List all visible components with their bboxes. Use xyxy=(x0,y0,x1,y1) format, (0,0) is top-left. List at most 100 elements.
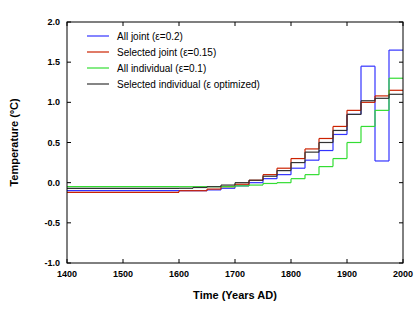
step-segment xyxy=(193,186,207,187)
step-segment xyxy=(235,185,249,186)
step-segment xyxy=(347,114,361,115)
step-segment xyxy=(67,186,179,187)
step-segment xyxy=(249,182,263,183)
step-segment xyxy=(389,78,403,79)
y-tick-label: 0.0 xyxy=(47,178,60,188)
x-tick xyxy=(235,22,236,26)
step-segment xyxy=(193,190,207,191)
step-segment xyxy=(221,186,235,187)
step-segment xyxy=(361,126,375,127)
step-riser xyxy=(374,110,375,126)
step-segment xyxy=(249,180,263,181)
step-segment xyxy=(67,188,179,189)
y-tick xyxy=(399,62,403,63)
step-segment xyxy=(277,182,291,183)
step-riser xyxy=(346,114,347,130)
step-segment xyxy=(361,100,375,101)
step-segment xyxy=(333,130,347,131)
step-segment xyxy=(375,98,389,99)
y-tick xyxy=(399,142,403,143)
y-tick-label: 1.5 xyxy=(47,57,60,67)
x-tick xyxy=(123,22,124,26)
step-riser xyxy=(248,180,249,184)
legend-label: Selected joint (ε=0.15) xyxy=(117,47,216,58)
series xyxy=(67,50,403,191)
y-tick xyxy=(67,102,71,103)
y-axis-title: Temperature (ºC) xyxy=(8,98,20,186)
step-riser xyxy=(318,167,319,175)
series xyxy=(67,94,403,188)
step-riser xyxy=(276,171,277,177)
step-segment xyxy=(333,158,347,159)
x-tick-label: 1400 xyxy=(57,269,77,279)
step-riser xyxy=(318,143,319,153)
step-riser xyxy=(360,66,361,114)
step-segment xyxy=(333,134,347,135)
y-tick xyxy=(399,102,403,103)
step-segment xyxy=(319,138,333,139)
step-riser xyxy=(374,66,375,161)
step-segment xyxy=(291,168,305,169)
step-riser xyxy=(290,179,291,183)
step-segment xyxy=(207,188,221,189)
x-tick-label: 1900 xyxy=(337,269,357,279)
step-segment xyxy=(277,174,291,175)
y-tick-label: 2.0 xyxy=(47,17,60,27)
step-segment xyxy=(179,188,193,189)
legend-swatch xyxy=(87,51,109,52)
x-tick-label: 1500 xyxy=(113,269,133,279)
step-segment xyxy=(347,114,361,115)
step-riser xyxy=(346,143,347,159)
step-segment xyxy=(389,94,403,95)
step-segment xyxy=(277,168,291,169)
step-segment xyxy=(235,184,249,185)
x-tick xyxy=(291,259,292,263)
step-segment xyxy=(263,176,277,177)
step-segment xyxy=(305,174,319,175)
step-riser xyxy=(262,176,263,180)
step-riser xyxy=(388,94,389,98)
legend-label: Selected individual (ε optimized) xyxy=(117,79,260,90)
step-segment xyxy=(221,188,235,189)
step-segment xyxy=(347,142,361,143)
step-segment xyxy=(207,186,221,187)
y-tick-label: -1.0 xyxy=(44,258,60,268)
step-segment xyxy=(305,160,319,161)
step-segment xyxy=(207,186,221,187)
legend-swatch xyxy=(87,83,109,84)
step-segment xyxy=(263,174,277,175)
y-tick xyxy=(67,142,71,143)
step-segment xyxy=(319,166,333,167)
step-segment xyxy=(249,184,263,185)
step-segment xyxy=(333,126,347,127)
step-riser xyxy=(374,96,375,102)
step-segment xyxy=(375,110,389,111)
plot-data xyxy=(67,50,403,192)
x-tick-label: 1700 xyxy=(225,269,245,279)
step-segment xyxy=(277,170,291,171)
y-tick-label: -0.5 xyxy=(44,218,60,228)
step-segment xyxy=(221,184,235,185)
step-segment xyxy=(179,190,193,191)
step-segment xyxy=(305,152,319,153)
step-riser xyxy=(304,175,305,179)
step-segment xyxy=(347,110,361,111)
x-tick xyxy=(291,22,292,26)
step-segment xyxy=(361,102,375,103)
step-riser xyxy=(346,114,347,134)
chart: 1400150016001700180019002000-1.0-0.50.00… xyxy=(0,0,414,313)
step-segment xyxy=(263,183,277,184)
x-tick xyxy=(123,259,124,263)
series xyxy=(67,78,403,186)
y-tick xyxy=(399,182,403,183)
step-segment xyxy=(375,95,389,96)
step-riser xyxy=(332,159,333,167)
step-segment xyxy=(361,66,375,67)
step-segment xyxy=(389,90,403,91)
x-tick xyxy=(347,22,348,26)
y-tick xyxy=(67,222,71,223)
step-segment xyxy=(179,186,193,187)
step-riser xyxy=(360,126,361,142)
step-riser xyxy=(332,130,333,142)
step-segment xyxy=(263,178,277,179)
